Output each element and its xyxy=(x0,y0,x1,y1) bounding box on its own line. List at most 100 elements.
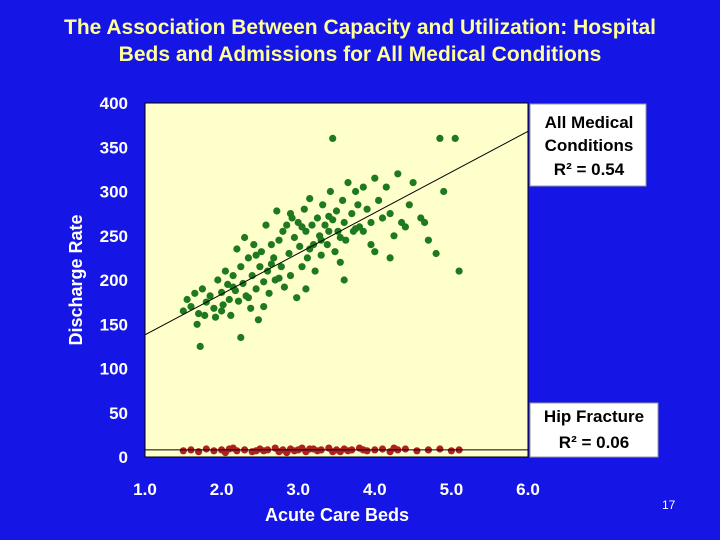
hip-annotation-r2: R² = 0.06 xyxy=(559,433,629,452)
medical-point xyxy=(319,201,327,209)
medical-point xyxy=(265,289,273,297)
medical-point xyxy=(241,233,249,242)
y-tick-7: 350 xyxy=(100,138,128,157)
medical-point xyxy=(270,254,278,262)
medical-point xyxy=(363,205,371,213)
medical-point xyxy=(219,301,227,309)
medical-point xyxy=(260,303,268,311)
medical-annotation-line-1: All Medical xyxy=(545,113,634,132)
plot-area xyxy=(144,102,529,458)
medical-point xyxy=(367,218,375,227)
medical-point xyxy=(198,285,206,293)
medical-point xyxy=(275,236,283,244)
medical-point xyxy=(302,285,310,293)
medical-point xyxy=(206,292,214,300)
medical-point xyxy=(250,241,258,249)
medical-point xyxy=(225,295,233,304)
hip-annotation-line-1: Hip Fracture xyxy=(544,407,644,426)
medical-point xyxy=(286,272,295,280)
hip-annotation-box: Hip Fracture R² = 0.06 xyxy=(529,402,659,458)
hip-point xyxy=(401,445,409,453)
medical-point xyxy=(371,248,379,256)
medical-point xyxy=(244,294,252,302)
medical-point xyxy=(313,214,321,222)
medical-point xyxy=(298,223,306,231)
x-tick-4: 5.0 xyxy=(440,480,464,499)
medical-point xyxy=(267,260,275,268)
medical-point xyxy=(247,304,255,312)
medical-point xyxy=(237,263,245,271)
medical-annotation-r2: R² = 0.54 xyxy=(554,160,625,179)
medical-point xyxy=(275,274,283,282)
medical-point xyxy=(273,207,281,215)
hip-point xyxy=(195,448,203,456)
medical-point xyxy=(179,307,187,315)
medical-point xyxy=(286,210,295,218)
y-tick-2: 100 xyxy=(100,360,128,379)
medical-point xyxy=(193,320,201,328)
medical-point xyxy=(336,258,344,266)
medical-point xyxy=(229,272,237,280)
medical-point xyxy=(306,195,314,203)
medical-point xyxy=(424,236,432,244)
x-tick-2: 3.0 xyxy=(286,480,310,499)
medical-point xyxy=(386,210,394,218)
x-tick-0: 1.0 xyxy=(133,480,157,499)
medical-point xyxy=(352,225,360,233)
medical-point xyxy=(191,289,199,297)
hip-point xyxy=(390,444,398,452)
medical-point xyxy=(211,313,220,321)
medical-point xyxy=(451,134,459,142)
medical-point xyxy=(436,134,444,142)
medical-point xyxy=(298,263,306,271)
medical-point xyxy=(386,254,394,262)
medical-point xyxy=(218,307,226,315)
medical-point xyxy=(421,218,429,227)
medical-point xyxy=(354,201,362,209)
hip-point xyxy=(447,447,455,455)
medical-point xyxy=(336,233,344,242)
hip-point xyxy=(210,447,218,455)
medical-point xyxy=(306,245,314,253)
y-tick-3: 150 xyxy=(100,315,128,334)
medical-point xyxy=(285,249,293,258)
trendlines xyxy=(144,130,529,451)
medical-point xyxy=(283,221,291,229)
hip-point xyxy=(378,445,387,453)
hip-point xyxy=(202,445,210,453)
medical-point xyxy=(375,196,383,204)
y-tick-6: 300 xyxy=(100,183,128,202)
medical-point xyxy=(352,187,360,196)
y-tick-0: 0 xyxy=(119,448,128,467)
hip-point xyxy=(229,444,237,452)
medical-point xyxy=(394,170,402,178)
medical-point xyxy=(224,280,232,288)
medical-point xyxy=(252,251,260,259)
medical-point xyxy=(214,276,222,284)
medical-series-points xyxy=(179,134,463,350)
medical-point xyxy=(382,183,390,191)
medical-point xyxy=(187,303,195,311)
medical-point xyxy=(367,241,375,249)
medical-point xyxy=(234,297,243,305)
medical-point xyxy=(371,174,379,182)
chart-title-line-1: The Association Between Capacity and Uti… xyxy=(64,16,656,39)
hip-annotation-background xyxy=(529,402,659,458)
y-axis-label: Discharge Rate xyxy=(66,214,86,345)
medical-point xyxy=(323,241,331,249)
medical-point xyxy=(201,311,209,319)
y-tick-5: 250 xyxy=(100,227,128,246)
medical-point xyxy=(317,251,325,259)
medical-point xyxy=(233,245,241,253)
medical-point xyxy=(311,267,319,275)
medical-point xyxy=(267,241,275,249)
medical-point xyxy=(325,212,333,220)
medical-point xyxy=(359,183,367,191)
medical-point xyxy=(321,221,329,229)
medical-point xyxy=(218,288,226,296)
medical-annotation-background xyxy=(529,103,647,187)
x-tick-3: 4.0 xyxy=(363,480,387,499)
medical-point xyxy=(332,207,341,215)
medical-point xyxy=(196,342,204,350)
